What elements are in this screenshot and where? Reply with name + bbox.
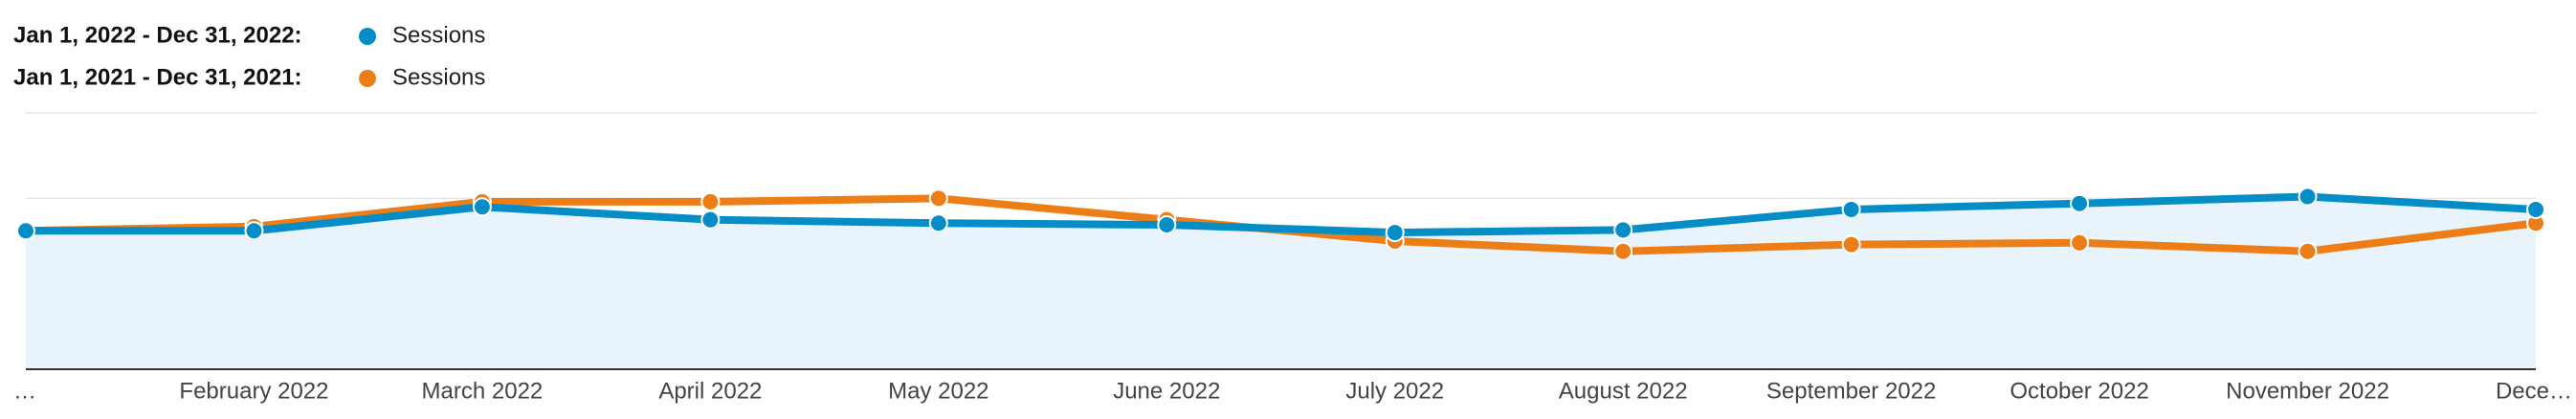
data-point — [1613, 220, 1633, 240]
area-fill — [26, 196, 2536, 369]
data-point — [928, 188, 948, 209]
data-point — [2070, 232, 2090, 253]
x-tick-label: October 2022 — [2010, 378, 2148, 404]
legend-swatch — [359, 28, 376, 45]
data-point — [700, 210, 721, 230]
legend-swatch — [359, 70, 376, 87]
data-point — [472, 197, 492, 217]
x-tick-label: August 2022 — [1559, 378, 1688, 404]
data-point — [16, 221, 35, 241]
data-point — [2298, 241, 2318, 261]
legend-label: Jan 1, 2021 - Dec 31, 2021: — [13, 64, 302, 90]
x-tick-label: Dece… — [2496, 378, 2572, 404]
data-point — [1841, 234, 1861, 254]
data-point — [700, 191, 721, 211]
legend-text: Sessions — [392, 64, 485, 90]
x-tick-label: February 2022 — [179, 378, 328, 404]
x-tick-label: March 2022 — [422, 378, 544, 404]
x-tick-label: June 2022 — [1113, 378, 1220, 404]
data-point — [2070, 193, 2090, 213]
data-point — [2526, 199, 2545, 219]
x-tick-label: September 2022 — [1766, 378, 1936, 404]
x-tick-label: May 2022 — [888, 378, 988, 404]
data-point — [1157, 215, 1177, 235]
data-point — [1841, 199, 1861, 219]
data-point — [1385, 223, 1405, 243]
x-tick-label: July 2022 — [1345, 378, 1444, 404]
data-point — [2298, 187, 2318, 207]
series-line — [26, 192, 2537, 237]
legend-label: Jan 1, 2022 - Dec 31, 2022: — [13, 22, 302, 48]
x-tick-label: April 2022 — [658, 378, 762, 404]
x-tick-label: November 2022 — [2226, 378, 2389, 404]
data-point — [1613, 241, 1633, 261]
data-point — [928, 213, 948, 233]
data-point — [244, 221, 264, 241]
x-tick-label: … — [13, 378, 36, 404]
legend-text: Sessions — [392, 22, 485, 48]
